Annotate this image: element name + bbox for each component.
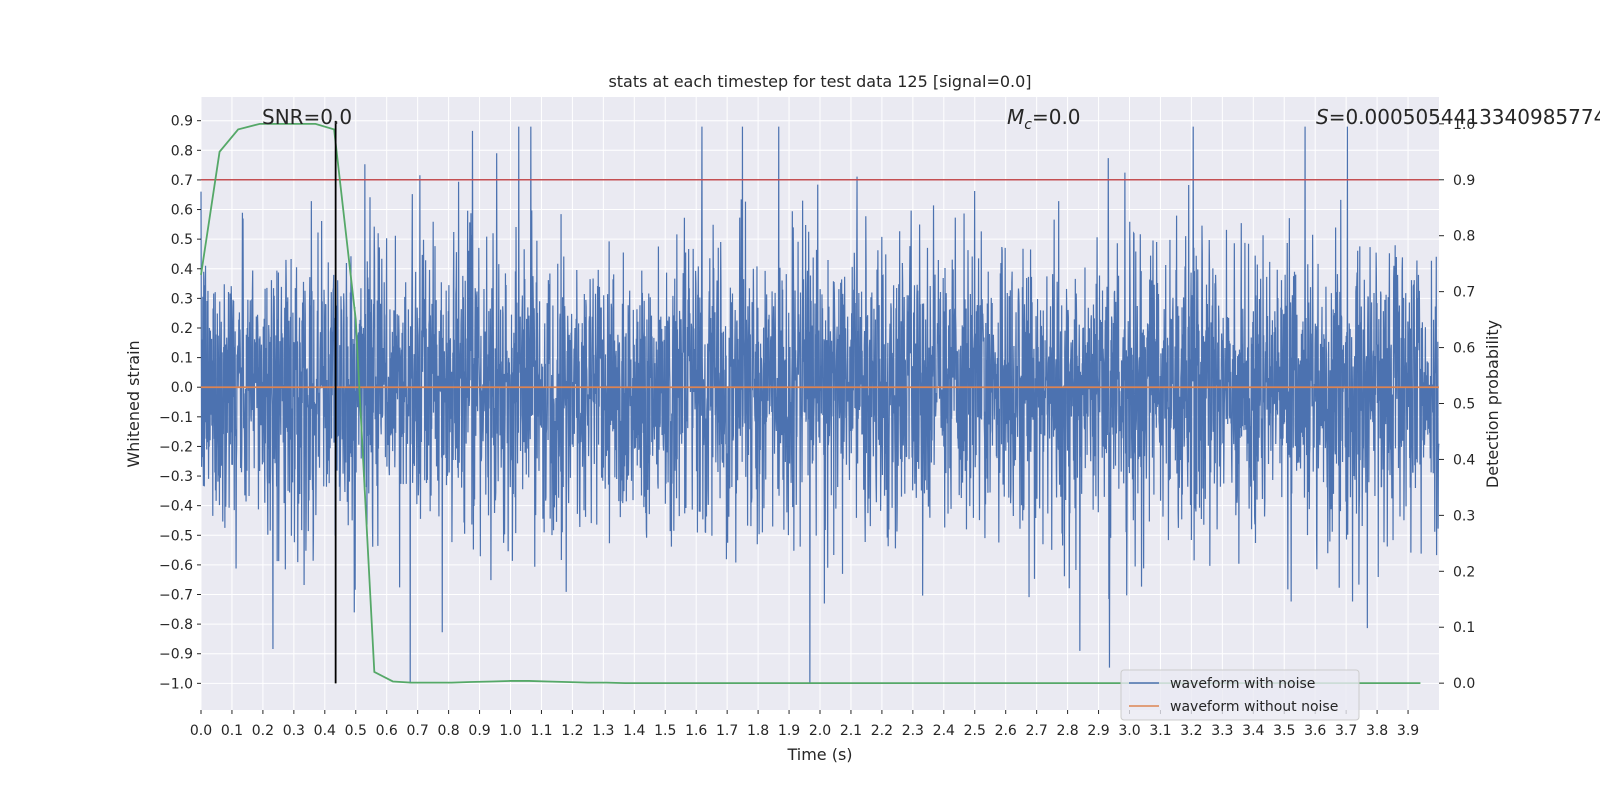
y-tick-label: 0.0: [171, 380, 193, 396]
x-tick-label: 1.7: [716, 723, 738, 739]
y2-tick-label: 0.1: [1453, 620, 1475, 636]
y2-tick-label: 0.3: [1453, 508, 1475, 524]
x-tick-label: 2.4: [933, 723, 955, 739]
x-tick-label: 2.8: [1056, 723, 1078, 739]
x-tick-label: 1.3: [592, 723, 614, 739]
x-tick-label: 0.4: [314, 723, 336, 739]
x-tick-label: 3.3: [1211, 723, 1233, 739]
y2-tick-label: 0.4: [1453, 452, 1475, 468]
y-tick-label: 0.2: [171, 321, 193, 337]
chirp-mass-subscript: c: [1024, 117, 1032, 133]
y-tick-label: −0.1: [159, 410, 193, 426]
y-tick-label: −0.3: [159, 469, 193, 485]
x-tick-label: 0.8: [437, 723, 459, 739]
y-tick-label: −0.4: [159, 499, 193, 515]
chart-title: stats at each timestep for test data 125…: [608, 72, 1031, 91]
y-tick-label: −0.7: [159, 588, 193, 604]
x-tick-label: 0.9: [468, 723, 490, 739]
x-tick-label: 2.3: [902, 723, 924, 739]
snr-annotation: SNR=0.0: [262, 105, 352, 129]
y-tick-label: −0.5: [159, 528, 193, 544]
y2-axis-label: Detection probability: [1483, 320, 1502, 488]
x-tick-label: 3.4: [1242, 723, 1264, 739]
x-tick-label: 1.1: [530, 723, 552, 739]
y2-tick-label: 0.5: [1453, 397, 1475, 413]
chirp-mass-value: =0.0: [1032, 105, 1081, 129]
y-axis-ticks: 0.9 0.8 0.7 0.6 0.5 0.4 0.3 0.2 0.1 0.0 −0.1 −0.2 −0…: [159, 114, 201, 692]
x-tick-label: 1.0: [499, 723, 521, 739]
y-tick-label: 0.3: [171, 291, 193, 307]
noise-trace: [200, 126, 1440, 684]
x-tick-label: 2.6: [995, 723, 1017, 739]
x-tick-label: 1.2: [561, 723, 583, 739]
y2-tick-label: 0.0: [1453, 676, 1475, 692]
y-tick-label: −0.8: [159, 617, 193, 633]
y-tick-label: 0.4: [171, 262, 193, 278]
x-tick-label: 3.0: [1118, 723, 1140, 739]
probability-trace: [200, 122, 1421, 685]
x-tick-label: 2.0: [809, 723, 831, 739]
y-tick-label: 0.7: [171, 173, 193, 189]
s-value: =0.0005054413340985774: [1329, 105, 1600, 129]
x-tick-label: 0.6: [376, 723, 398, 739]
x-tick-label: 0.2: [252, 723, 274, 739]
legend-label-waveform-without-noise: waveform without noise: [1170, 699, 1338, 715]
x-tick-label: 3.5: [1273, 723, 1295, 739]
s-annotation: S=0.0005054413340985774: [1316, 105, 1600, 129]
series-waveform-with-noise: [200, 126, 1440, 684]
legend: waveform with noise waveform without noi…: [1120, 669, 1360, 721]
x-tick-label: 3.7: [1335, 723, 1357, 739]
y-tick-label: −0.2: [159, 439, 193, 455]
x-tick-label: 3.9: [1397, 723, 1419, 739]
x-tick-label: 3.1: [1149, 723, 1171, 739]
legend-box: [1120, 669, 1360, 721]
x-tick-label: 2.2: [871, 723, 893, 739]
x-tick-label: 0.7: [407, 723, 429, 739]
y2-tick-label: 1.0: [1453, 117, 1475, 133]
y-tick-label: 0.8: [171, 143, 193, 159]
x-tick-label: 0.0: [190, 723, 212, 739]
y2-tick-label: 0.6: [1453, 341, 1475, 357]
y2-tick-label: 0.9: [1453, 173, 1475, 189]
x-tick-label: 2.9: [1087, 723, 1109, 739]
y-tick-label: −1.0: [159, 676, 193, 692]
x-tick-label: 3.2: [1180, 723, 1202, 739]
x-tick-label: 2.1: [840, 723, 862, 739]
x-axis-ticks: 0.0 0.1 0.2 0.3 0.4 0.5 0.6 0.7 0.8 0.9 1.0 1.1 1.2 1…: [190, 710, 1419, 739]
x-tick-label: 3.6: [1304, 723, 1326, 739]
y-tick-label: 0.9: [171, 114, 193, 130]
y-tick-label: 0.5: [171, 232, 193, 248]
x-tick-label: 1.8: [747, 723, 769, 739]
x-tick-label: 1.5: [654, 723, 676, 739]
y-tick-label: −0.6: [159, 558, 193, 574]
x-tick-label: 0.3: [283, 723, 305, 739]
chirp-mass-symbol: M: [1007, 105, 1024, 129]
x-tick-label: 2.7: [1026, 723, 1048, 739]
y2-tick-label: 0.7: [1453, 285, 1475, 301]
x-axis-label: Time (s): [786, 745, 852, 764]
x-tick-label: 0.5: [345, 723, 367, 739]
legend-label-waveform-with-noise: waveform with noise: [1170, 676, 1315, 692]
y2-tick-label: 0.8: [1453, 229, 1475, 245]
y-tick-label: −0.9: [159, 647, 193, 663]
s-symbol: S: [1316, 105, 1329, 129]
x-tick-label: 0.1: [221, 723, 243, 739]
y2-axis-ticks: 1.0 0.9 0.8 0.7 0.6 0.5 0.4 0.3 0.2 0.1 0.0: [1439, 117, 1475, 692]
x-tick-label: 3.8: [1366, 723, 1388, 739]
chirp-mass-annotation: Mc=0.0: [1007, 105, 1081, 133]
x-tick-label: 2.5: [964, 723, 986, 739]
x-tick-label: 1.9: [778, 723, 800, 739]
x-tick-label: 1.6: [685, 723, 707, 739]
x-tick-label: 1.4: [623, 723, 645, 739]
y-axis-label: Whitened strain: [124, 340, 143, 467]
y-tick-label: 0.6: [171, 203, 193, 219]
series-detection-probability: [200, 122, 1421, 685]
y-tick-label: 0.1: [171, 351, 193, 367]
y2-tick-label: 0.2: [1453, 564, 1475, 580]
